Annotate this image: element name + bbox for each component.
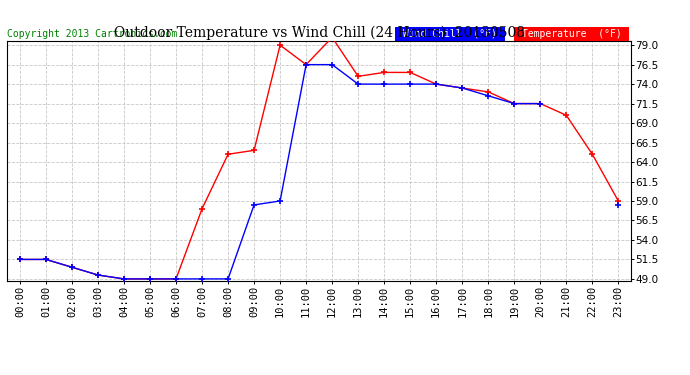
Text: Temperature  (°F): Temperature (°F) (516, 29, 627, 39)
Text: Copyright 2013 Cartronics.com: Copyright 2013 Cartronics.com (7, 29, 177, 39)
Title: Outdoor Temperature vs Wind Chill (24 Hours)  20130508: Outdoor Temperature vs Wind Chill (24 Ho… (114, 26, 524, 40)
Text: Wind Chill  (°F): Wind Chill (°F) (397, 29, 503, 39)
